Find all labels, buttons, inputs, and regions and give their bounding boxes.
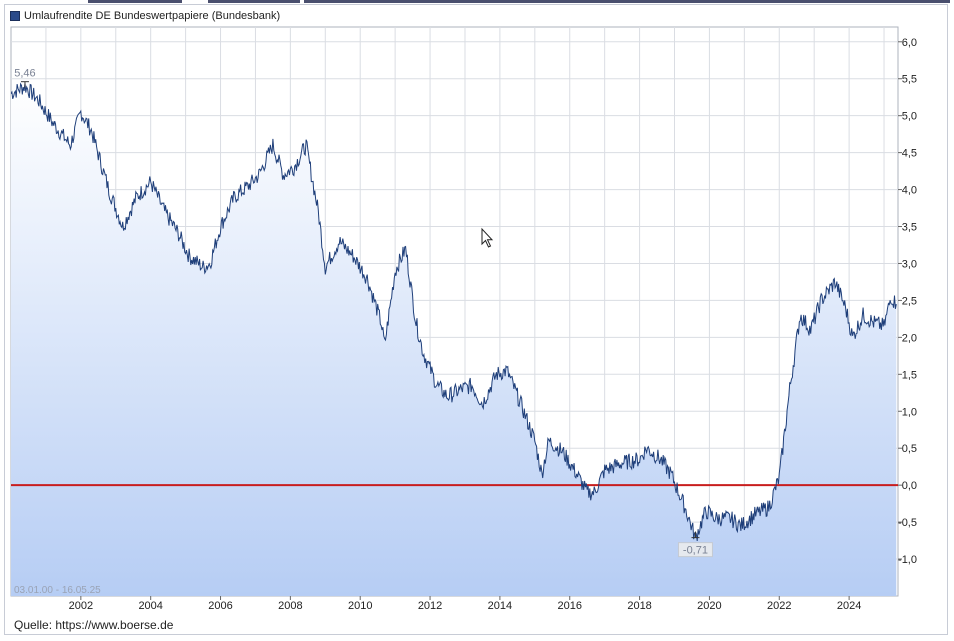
y-tick-label-14: -1,0 [898,554,917,566]
series-line [11,82,897,541]
annotation-bg-1 [677,542,713,558]
y-tick-label-7: 2,5 [902,295,917,307]
x-tick-label-10: 2022 [767,600,791,612]
chart-border [4,4,948,635]
legend-swatch [10,11,20,21]
y-tick-label-1: 5,5 [902,74,917,86]
tab-strip-right [304,0,950,3]
y-tick-label-0: 6,0 [902,37,917,49]
legend-label: Umlaufrendite DE Bundeswertpapiere (Bund… [24,10,281,22]
period-label: 03.01.00 - 16.05.25 [14,585,101,596]
tab-strip-mid [208,0,300,3]
y-tick-label-10: 1,0 [902,406,917,418]
series-area [11,83,897,596]
annotations: 5,46 -0,71 [14,68,713,558]
annotation-label-1: -0,71 [683,545,708,557]
y-axis: 6,0 5,5 5,0 4,5 4,0 3,5 3,0 2,5 2,0 1,5 1,0 0,5 0,0 -… [898,37,917,566]
x-tick-label-8: 2018 [627,600,651,612]
x-tick-label-7: 2016 [557,600,581,612]
x-tick-label-3: 2008 [278,600,302,612]
y-tick-label-12: 0,0 [902,480,917,492]
chart-legend: Umlaufrendite DE Bundeswertpapiere (Bund… [10,9,280,23]
y-tick-label-13: -0,5 [898,517,917,529]
y-tick-label-11: 0,5 [902,443,917,455]
x-tick-label-11: 2024 [837,600,861,612]
tab-strip-left [88,0,182,3]
y-tick-label-8: 2,0 [902,332,917,344]
annotation-label-0: 5,46 [14,68,35,80]
x-tick-label-9: 2020 [697,600,721,612]
mouse-cursor-icon [481,227,494,248]
y-tick-label-9: 1,5 [902,369,917,381]
x-tick-label-5: 2012 [418,600,442,612]
y-tick-label-5: 3,5 [902,222,917,234]
y-tick-label-6: 3,0 [902,258,917,270]
x-tick-label-1: 2004 [138,600,162,612]
x-axis: 2002 2004 2006 2008 2010 2012 2014 2016 2018 2020… [69,596,861,612]
source-link[interactable]: Quelle: https://www.boerse.de [14,618,174,632]
y-tick-label-4: 4,0 [902,185,917,197]
y-tick-label-3: 4,5 [902,148,917,160]
x-tick-label-0: 2002 [69,600,93,612]
y-tick-label-2: 5,0 [902,111,917,123]
x-tick-label-6: 2014 [488,600,512,612]
x-tick-label-4: 2010 [348,600,372,612]
x-tick-label-2: 2006 [208,600,232,612]
